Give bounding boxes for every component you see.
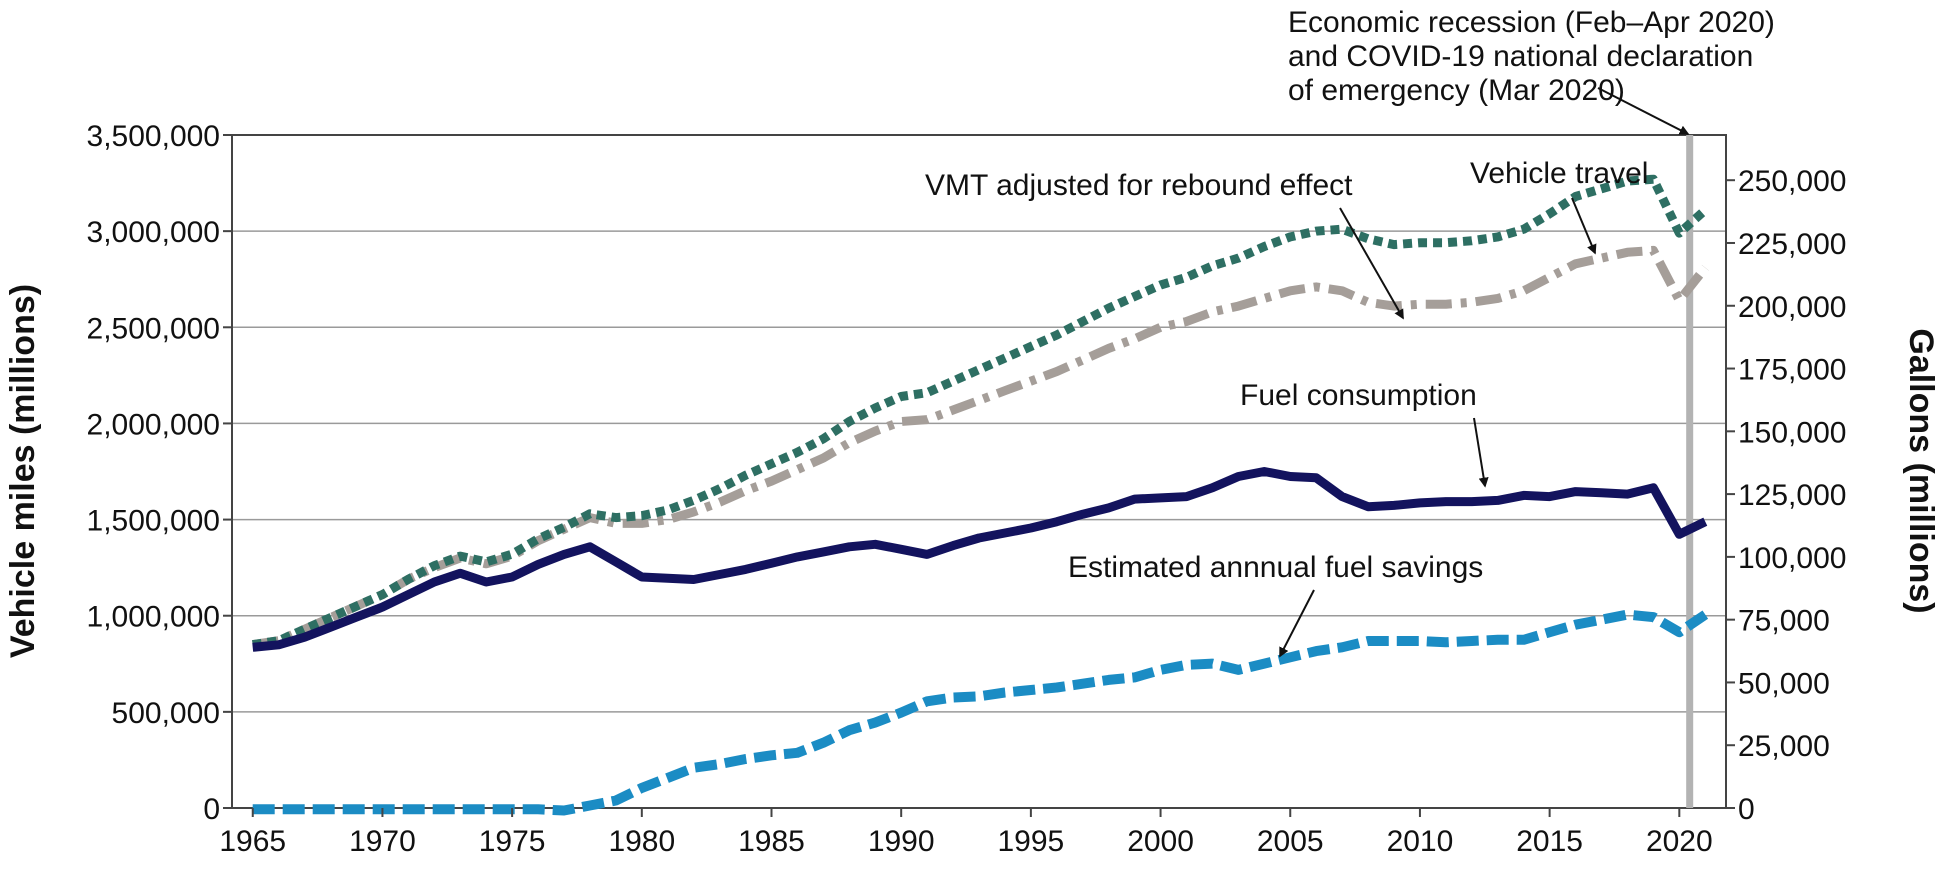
y2-tick-label: 150,000 [1738, 416, 1846, 449]
y2-tick-label: 225,000 [1738, 228, 1846, 261]
y2-tick-label: 50,000 [1738, 667, 1830, 700]
y-tick-label: 3,000,000 [87, 216, 220, 249]
x-tick-label: 2010 [1387, 825, 1454, 858]
x-tick-label: 1990 [868, 825, 935, 858]
annotations: Economic recession (Feb–Apr 2020) and CO… [925, 6, 1783, 658]
plot-frame [231, 134, 1727, 809]
tick-labels: 0 500,000 1,000,000 1,500,000 2,000,000 2,500… [87, 120, 1847, 858]
annotation-recession-line: Economic recession (Feb–Apr 2020) [1288, 6, 1775, 39]
series-layer [252, 174, 1709, 816]
x-tick-label: 2020 [1646, 825, 1713, 858]
x-tick-label: 1975 [479, 825, 546, 858]
y2-tick-label: 200,000 [1738, 291, 1846, 324]
y2-tick-label: 0 [1738, 793, 1755, 826]
series-line-fuel-consumption [252, 467, 1708, 652]
y-tick-label: 1,500,000 [87, 505, 220, 538]
annotation-fuel-savings-arrow [1279, 589, 1315, 658]
annotation-recession-line: and COVID-19 national declaration [1288, 40, 1753, 73]
annotation-recession: Economic recession (Feb–Apr 2020) and CO… [1288, 6, 1783, 107]
x-tick-label: 1970 [349, 825, 416, 858]
annotation-vehicle-travel-arrow [1571, 197, 1597, 255]
x-tick-label: 1995 [998, 825, 1065, 858]
series-line-estimated-annnual-fuel-savings [252, 609, 1709, 816]
x-tick-label: 2015 [1516, 825, 1583, 858]
y-tick-label: 0 [203, 793, 220, 826]
y2-tick-label: 75,000 [1738, 605, 1830, 638]
annotation-fuel-consumption: Fuel consumption [1240, 379, 1477, 412]
y2-tick-label: 125,000 [1738, 479, 1846, 512]
annotation-fuel-consumption-arrow [1473, 417, 1489, 488]
y-tick-label: 500,000 [112, 697, 220, 730]
series-line-vmt-adjusted-for-rebound-effect [252, 245, 1709, 650]
annotation-rebound: VMT adjusted for rebound effect [925, 169, 1353, 202]
annotation-vehicle-travel: Vehicle travel [1470, 157, 1648, 190]
y-axis-title: Vehicle miles (millions) [4, 284, 42, 658]
x-tick-label: 2000 [1127, 825, 1194, 858]
x-tick-label: 1985 [738, 825, 805, 858]
gridlines [232, 230, 1726, 713]
y2-tick-label: 100,000 [1738, 542, 1846, 575]
x-tick-label: 1980 [608, 825, 675, 858]
x-tick-label: 2005 [1257, 825, 1324, 858]
y-tick-label: 1,000,000 [87, 601, 220, 634]
annotation-fuel-savings: Estimated annnual fuel savings [1068, 551, 1483, 584]
annotation-recession-arrow [1597, 87, 1690, 135]
y2-axis-title: Gallons (millions) [1902, 328, 1938, 613]
y-tick-label: 2,500,000 [87, 312, 220, 345]
y2-tick-label: 25,000 [1738, 730, 1830, 763]
annotation-rebound-arrow [1339, 207, 1404, 320]
series-line-vehicle-travel [252, 174, 1709, 650]
y-tick-label: 2,000,000 [87, 408, 220, 441]
annotation-recession-line: of emergency (Mar 2020) [1288, 74, 1625, 107]
y2-tick-label: 250,000 [1738, 165, 1846, 198]
x-tick-label: 1965 [219, 825, 286, 858]
y2-tick-label: 175,000 [1738, 354, 1846, 387]
y-tick-label: 3,500,000 [87, 120, 220, 153]
